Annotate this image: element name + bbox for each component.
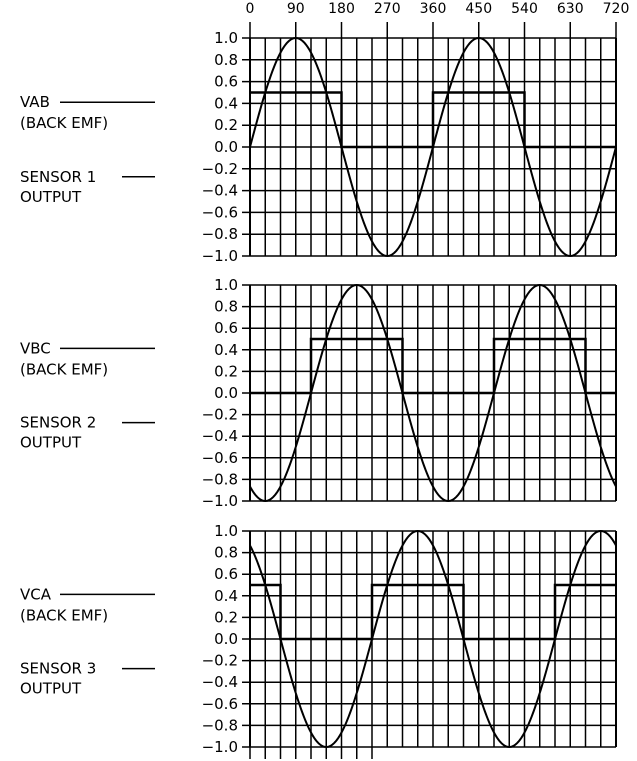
emf-sublabel: (BACK EMF) [20, 360, 108, 378]
sensor-label: SENSOR 3 [20, 660, 96, 678]
emf-label: VBC [20, 339, 51, 357]
y-tick-label: 1.0 [214, 522, 238, 540]
x-tick-label-540: 540 [511, 1, 538, 17]
y-tick-label: 0.6 [214, 319, 238, 337]
x-tick-labels: 0 90 180 270 360 450 540 630 720 [246, 1, 630, 38]
y-tick-label: 0.0 [214, 384, 238, 402]
y-tick-label: −1.0 [202, 247, 238, 265]
sensor-output-series-line [250, 583, 616, 641]
emf-sublabel: (BACK EMF) [20, 114, 108, 132]
y-tick-label: 0.8 [214, 51, 238, 69]
panel-2: 1.0 0.8 0.6 0.4 0.2 0.0 −0.2 −0.4 −0.6 −0.8 −1.0 VB… [20, 276, 617, 510]
emf-sublabel: (BACK EMF) [20, 606, 108, 624]
y-tick-label: 0.0 [214, 630, 238, 648]
y-tick-label: −0.6 [202, 695, 238, 713]
y-tick-label: 0.2 [214, 116, 238, 134]
y-tick-label: −0.8 [202, 225, 238, 243]
y-tick-label: 0.2 [214, 608, 238, 626]
emf-label: VCA [20, 585, 52, 603]
y-tick-label: −0.8 [202, 716, 238, 734]
emf-label: VAB [20, 93, 50, 111]
y-tick-label: 0.6 [214, 565, 238, 583]
sensor-output-series-line [250, 337, 616, 395]
y-tick-label: −0.4 [202, 427, 238, 445]
x-tick-label-360: 360 [420, 1, 447, 17]
y-tick-label: −1.0 [202, 492, 238, 510]
y-tick-label: −0.2 [202, 652, 238, 670]
sensor-sublabel: OUTPUT [20, 434, 82, 452]
y-tick-label: −0.6 [202, 449, 238, 467]
y-tick-label: −0.8 [202, 470, 238, 488]
y-tick-label: −0.4 [202, 182, 238, 200]
y-tick-label: 0.6 [214, 73, 238, 91]
y-tick-label: −0.6 [202, 203, 238, 221]
sensor-label: SENSOR 2 [20, 414, 96, 432]
panel-3: 1.0 0.8 0.6 0.4 0.2 0.0 −0.2 −0.4 −0.6 −0.8 −1.0 VC… [20, 522, 617, 759]
x-tick-label-0: 0 [246, 1, 255, 17]
y-tick-label: 0.8 [214, 298, 238, 316]
sensor-label: SENSOR 1 [20, 168, 96, 186]
y-tick-label: −0.4 [202, 673, 238, 691]
x-tick-label-630: 630 [557, 1, 584, 17]
y-tick-label: 0.4 [214, 341, 238, 359]
y-tick-label: −1.0 [202, 738, 238, 756]
x-tick-label-270: 270 [374, 1, 401, 17]
y-tick-label: 1.0 [214, 276, 238, 294]
y-tick-label: −0.2 [202, 406, 238, 424]
y-tick-label: 0.8 [214, 544, 238, 562]
y-tick-label: 0.4 [214, 94, 238, 112]
y-tick-label: 0.4 [214, 587, 238, 605]
sensor-sublabel: OUTPUT [20, 188, 82, 206]
sensor-output-series-line [250, 91, 616, 149]
x-tick-label-180: 180 [328, 1, 355, 17]
x-tick-label-450: 450 [465, 1, 492, 17]
panel-1: 1.0 0.8 0.6 0.4 0.2 0.0 −0.2 −0.4 −0.6 −0.8 −1.0 VA… [20, 29, 617, 265]
y-tick-label: 0.0 [214, 138, 238, 156]
y-tick-label: 1.0 [214, 29, 238, 47]
x-tick-label-720: 720 [603, 1, 630, 17]
sensor-sublabel: OUTPUT [20, 680, 82, 698]
y-tick-label: −0.2 [202, 160, 238, 178]
y-tick-label: 0.2 [214, 362, 238, 380]
x-tick-label-90: 90 [287, 1, 305, 17]
